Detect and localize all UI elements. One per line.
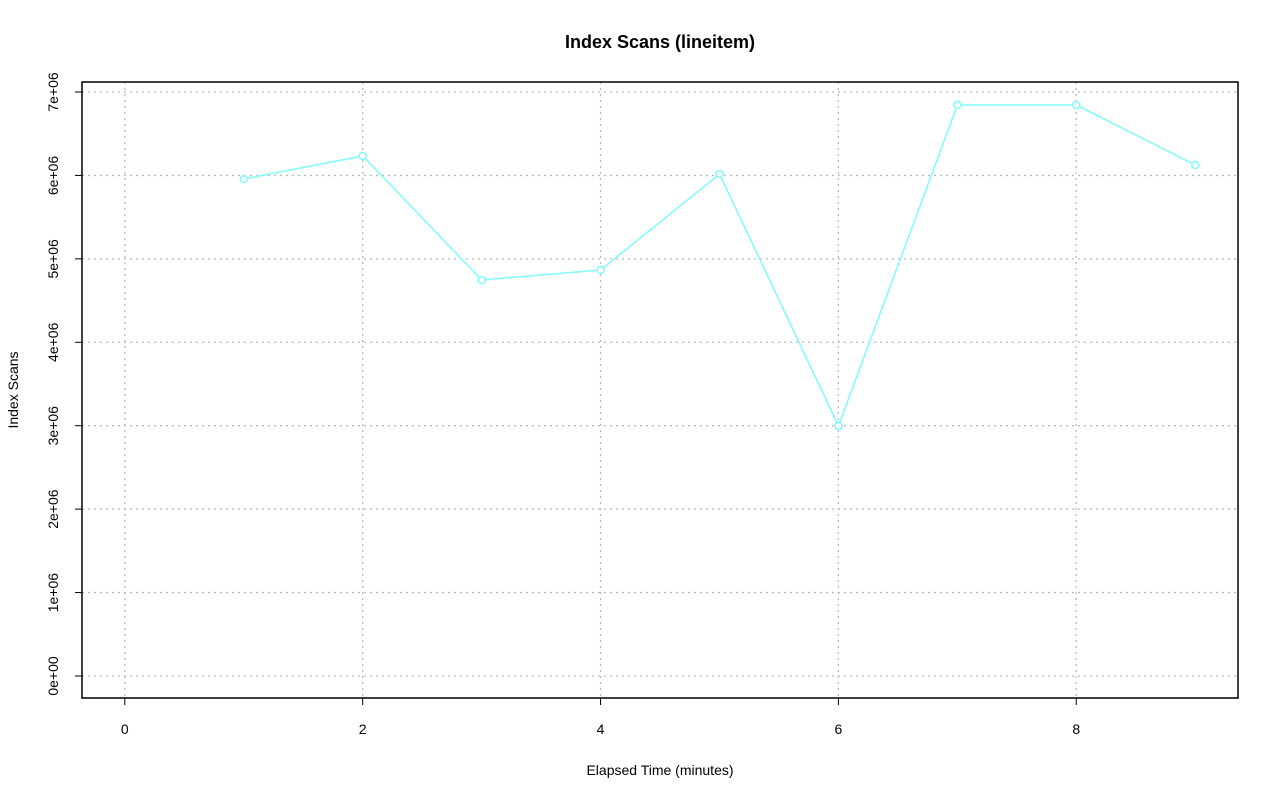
point [715,169,724,179]
plot-frame [81,81,1239,699]
point [358,151,367,161]
point [596,265,605,275]
y-tick-label: 6e+06 [45,156,61,196]
x-axis-label: Elapsed Time (minutes) [586,762,733,778]
point [1190,160,1200,170]
y-tick-label: 7e+06 [45,72,61,112]
x-tick-label: 4 [597,721,605,737]
point [1072,100,1081,110]
y-tick-label: 1e+06 [45,573,61,613]
x-tick-label: 2 [359,721,367,737]
point [477,275,486,285]
point [953,100,962,110]
y-tick-label: 2e+06 [45,489,61,529]
x-tick-label: 0 [121,721,129,737]
y-tick-label: 5e+06 [45,239,61,279]
y-tick-label: 0e+00 [45,656,61,696]
y-axis-label: Index Scans [5,351,21,428]
y-tick-label: 4e+06 [45,322,61,362]
point [834,421,843,431]
point [239,174,248,184]
y-tick-label: 3e+06 [45,406,61,446]
x-tick-label: 6 [834,721,842,737]
series-line [243,104,1196,428]
x-tick-label: 8 [1072,721,1080,737]
chart-title: Index Scans (lineitem) [565,32,755,52]
